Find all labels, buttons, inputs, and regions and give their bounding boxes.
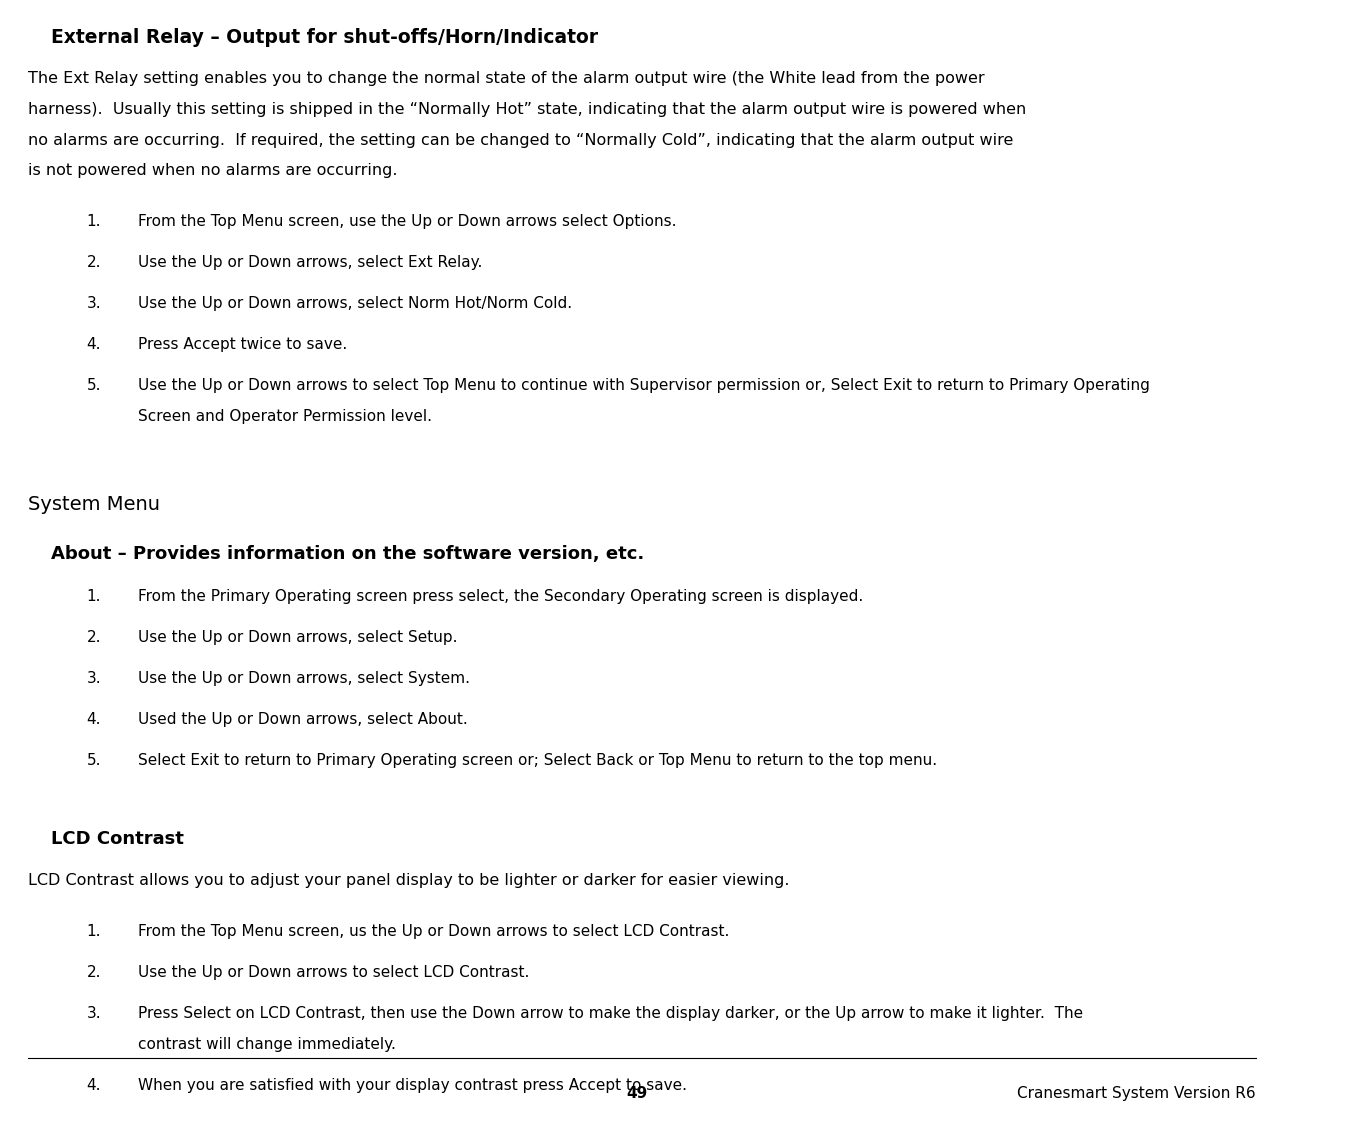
- Text: 4.: 4.: [87, 1078, 101, 1093]
- Text: LCD Contrast allows you to adjust your panel display to be lighter or darker for: LCD Contrast allows you to adjust your p…: [28, 874, 790, 888]
- Text: LCD Contrast: LCD Contrast: [51, 830, 184, 849]
- Text: 5.: 5.: [87, 754, 101, 768]
- Text: Use the Up or Down arrows, select Setup.: Use the Up or Down arrows, select Setup.: [138, 630, 457, 645]
- Text: 4.: 4.: [87, 337, 101, 353]
- Text: From the Top Menu screen, us the Up or Down arrows to select LCD Contrast.: From the Top Menu screen, us the Up or D…: [138, 924, 729, 939]
- Text: 3.: 3.: [87, 672, 101, 686]
- Text: 4.: 4.: [87, 712, 101, 727]
- Text: From the Primary Operating screen press select, the Secondary Operating screen i: From the Primary Operating screen press …: [138, 590, 863, 604]
- Text: 2.: 2.: [87, 630, 101, 645]
- Text: Use the Up or Down arrows, select System.: Use the Up or Down arrows, select System…: [138, 672, 469, 686]
- Text: The Ext Relay setting enables you to change the normal state of the alarm output: The Ext Relay setting enables you to cha…: [28, 71, 984, 85]
- Text: 3.: 3.: [87, 296, 101, 311]
- Text: Used the Up or Down arrows, select About.: Used the Up or Down arrows, select About…: [138, 712, 468, 727]
- Text: 3.: 3.: [87, 1006, 101, 1021]
- Text: Screen and Operator Permission level.: Screen and Operator Permission level.: [138, 409, 431, 424]
- Text: 1.: 1.: [87, 590, 101, 604]
- Text: Use the Up or Down arrows to select LCD Contrast.: Use the Up or Down arrows to select LCD …: [138, 965, 529, 980]
- Text: 5.: 5.: [87, 378, 101, 393]
- Text: From the Top Menu screen, use the Up or Down arrows select Options.: From the Top Menu screen, use the Up or …: [138, 214, 676, 229]
- Text: 2.: 2.: [87, 256, 101, 271]
- Text: Cranesmart System Version R6: Cranesmart System Version R6: [1017, 1086, 1256, 1101]
- Text: Select Exit to return to Primary Operating screen or; Select Back or Top Menu to: Select Exit to return to Primary Operati…: [138, 754, 937, 768]
- Text: 1.: 1.: [87, 214, 101, 229]
- Text: 1.: 1.: [87, 924, 101, 939]
- Text: 49: 49: [627, 1086, 648, 1101]
- Text: 2.: 2.: [87, 965, 101, 980]
- Text: About – Provides information on the software version, etc.: About – Provides information on the soft…: [51, 546, 645, 564]
- Text: System Menu: System Menu: [28, 495, 160, 514]
- Text: Press Accept twice to save.: Press Accept twice to save.: [138, 337, 347, 353]
- Text: When you are satisfied with your display contrast press Accept to save.: When you are satisfied with your display…: [138, 1078, 687, 1093]
- Text: no alarms are occurring.  If required, the setting can be changed to “Normally C: no alarms are occurring. If required, th…: [28, 133, 1014, 147]
- Text: Use the Up or Down arrows to select Top Menu to continue with Supervisor permiss: Use the Up or Down arrows to select Top …: [138, 378, 1149, 393]
- Text: Use the Up or Down arrows, select Norm Hot/Norm Cold.: Use the Up or Down arrows, select Norm H…: [138, 296, 572, 311]
- Text: harness).  Usually this setting is shipped in the “Normally Hot” state, indicati: harness). Usually this setting is shippe…: [28, 102, 1026, 117]
- Text: External Relay – Output for shut-offs/Horn/Indicator: External Relay – Output for shut-offs/Ho…: [51, 28, 598, 47]
- Text: Press Select on LCD Contrast, then use the Down arrow to make the display darker: Press Select on LCD Contrast, then use t…: [138, 1006, 1083, 1021]
- Text: is not powered when no alarms are occurring.: is not powered when no alarms are occurr…: [28, 163, 397, 179]
- Text: Use the Up or Down arrows, select Ext Relay.: Use the Up or Down arrows, select Ext Re…: [138, 256, 483, 271]
- Text: contrast will change immediately.: contrast will change immediately.: [138, 1038, 396, 1052]
